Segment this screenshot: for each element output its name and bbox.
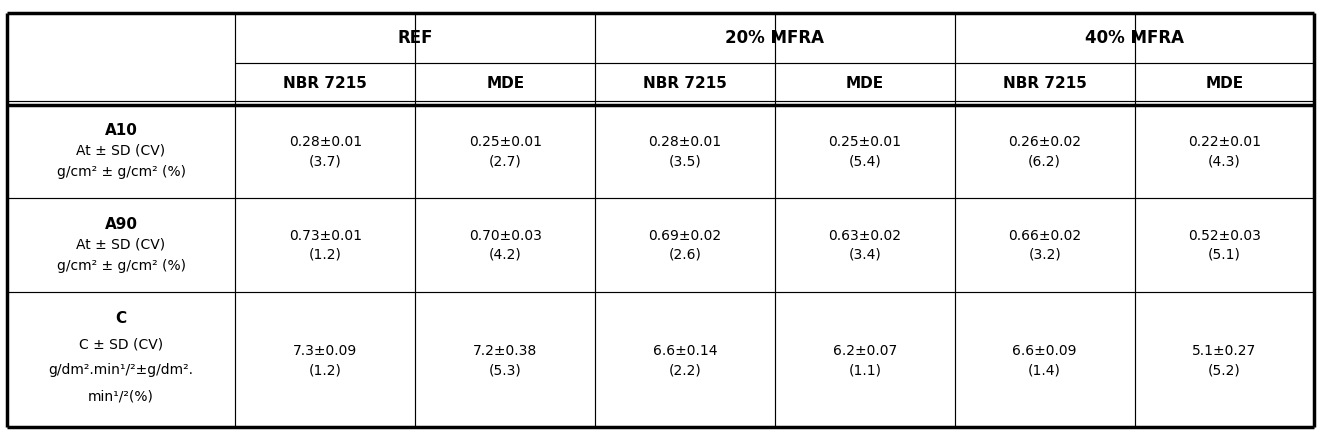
Text: 0.28±0.01
(3.7): 0.28±0.01 (3.7) — [289, 135, 362, 168]
Text: MDE: MDE — [1206, 76, 1243, 92]
Text: 6.6±0.14
(2.2): 6.6±0.14 (2.2) — [653, 344, 717, 378]
Text: 0.70±0.03
(4.2): 0.70±0.03 (4.2) — [469, 228, 542, 262]
Text: NBR 7215: NBR 7215 — [284, 76, 367, 92]
Text: 20% MFRA: 20% MFRA — [725, 29, 824, 47]
Text: C: C — [115, 311, 127, 327]
Text: 7.2±0.38
(5.3): 7.2±0.38 (5.3) — [473, 344, 538, 378]
Text: g/cm² ± g/cm² (%): g/cm² ± g/cm² (%) — [57, 165, 185, 180]
Text: 0.28±0.01
(3.5): 0.28±0.01 (3.5) — [649, 135, 721, 168]
Text: 6.2±0.07
(1.1): 6.2±0.07 (1.1) — [832, 344, 897, 378]
Text: 0.25±0.01
(2.7): 0.25±0.01 (2.7) — [469, 135, 542, 168]
Text: 7.3±0.09
(1.2): 7.3±0.09 (1.2) — [293, 344, 358, 378]
Text: At ± SD (CV): At ± SD (CV) — [77, 237, 165, 251]
Text: MDE: MDE — [845, 76, 884, 92]
Text: 0.66±0.02
(3.2): 0.66±0.02 (3.2) — [1008, 228, 1081, 262]
Text: 0.26±0.02
(6.2): 0.26±0.02 (6.2) — [1008, 135, 1081, 168]
Text: At ± SD (CV): At ± SD (CV) — [77, 143, 165, 157]
Text: 0.73±0.01
(1.2): 0.73±0.01 (1.2) — [289, 228, 362, 262]
Text: 40% MFRA: 40% MFRA — [1085, 29, 1184, 47]
Text: C ± SD (CV): C ± SD (CV) — [79, 337, 162, 351]
Text: min¹/²(%): min¹/²(%) — [89, 389, 155, 404]
Text: A90: A90 — [104, 217, 137, 232]
Text: g/cm² ± g/cm² (%): g/cm² ± g/cm² (%) — [57, 259, 185, 273]
Text: 0.22±0.01
(4.3): 0.22±0.01 (4.3) — [1188, 135, 1262, 168]
Text: 0.69±0.02
(2.6): 0.69±0.02 (2.6) — [649, 228, 721, 262]
Text: 5.1±0.27
(5.2): 5.1±0.27 (5.2) — [1193, 344, 1256, 378]
Text: g/dm².min¹/²±g/dm².: g/dm².min¹/²±g/dm². — [49, 363, 194, 378]
Text: 0.25±0.01
(5.4): 0.25±0.01 (5.4) — [828, 135, 901, 168]
Text: A10: A10 — [104, 123, 137, 138]
Text: 0.52±0.03
(5.1): 0.52±0.03 (5.1) — [1188, 228, 1262, 262]
Text: 6.6±0.09
(1.4): 6.6±0.09 (1.4) — [1012, 344, 1077, 378]
Text: NBR 7215: NBR 7215 — [1003, 76, 1087, 92]
Text: 0.63±0.02
(3.4): 0.63±0.02 (3.4) — [828, 228, 901, 262]
Text: REF: REF — [398, 29, 433, 47]
Text: NBR 7215: NBR 7215 — [643, 76, 727, 92]
Text: MDE: MDE — [486, 76, 524, 92]
